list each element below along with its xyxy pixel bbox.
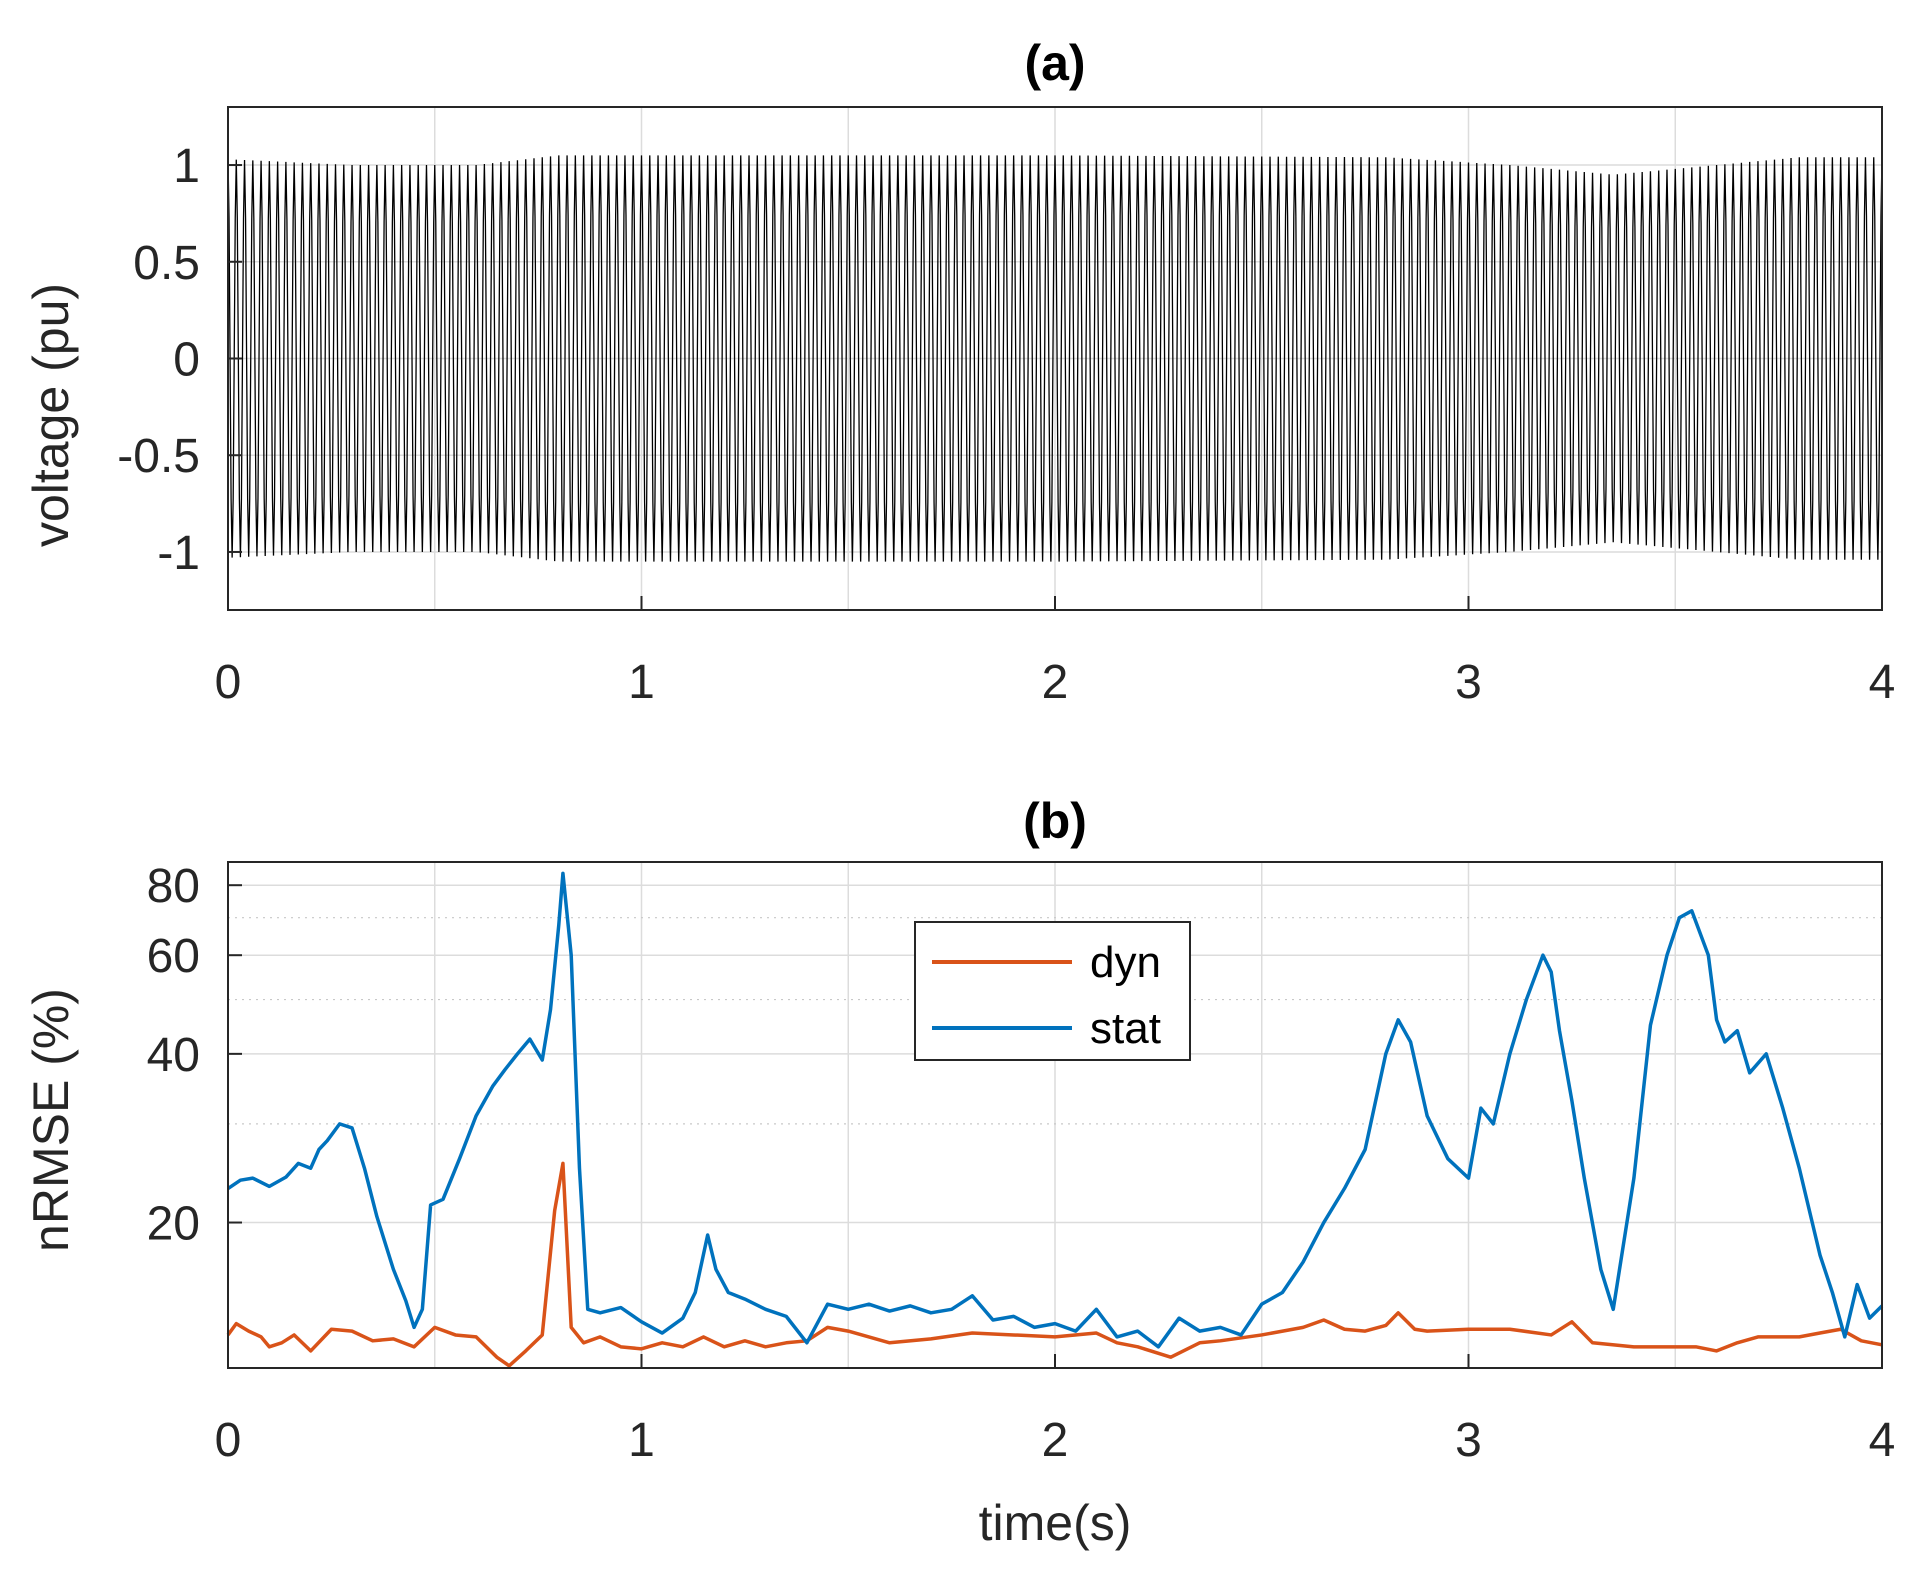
panel-b-y-tick-label: 80 [147, 860, 200, 913]
panel-b-series [226, 871, 1884, 1368]
panel-a-y-tick-label: -1 [157, 527, 200, 580]
panel-b-y-ticks: 20 40 60 80 [147, 860, 242, 1251]
panel-a-voltage-plot: (a) 0 1 2 3 4 1 0.5 0 -0.5 -1 voltage (pu) [23, 35, 1895, 709]
voltage-trace [227, 155, 1883, 562]
panel-b-y-tick-label: 40 [147, 1029, 200, 1082]
panel-b-y-axis-label: nRMSE (%) [23, 988, 79, 1252]
panel-a-y-tick-label: 0 [173, 334, 200, 387]
panel-a-x-tick-label: 3 [1455, 656, 1482, 709]
panel-b-y-tick-label: 60 [147, 930, 200, 983]
panel-b-x-tick-label: 1 [628, 1414, 655, 1467]
panel-a-x-tick-label: 2 [1042, 656, 1069, 709]
legend-dyn-label: dyn [1090, 938, 1161, 987]
panel-a-y-tick-label: 1 [173, 140, 200, 193]
series-line-stat [227, 871, 1884, 1349]
series-line-dyn [226, 1161, 1883, 1368]
panel-a-title: (a) [1024, 35, 1085, 91]
panel-b-legend: dyn stat [914, 921, 1191, 1061]
legend-stat-label: stat [1090, 1004, 1161, 1053]
panel-b-x-ticks: 0 1 2 3 4 [215, 1354, 1896, 1467]
panel-a-y-axis-label: voltage (pu) [23, 283, 79, 547]
panel-b-x-tick-label: 2 [1042, 1414, 1069, 1467]
panel-b-y-tick-label: 20 [147, 1198, 200, 1251]
panel-b-x-tick-label: 0 [215, 1414, 242, 1467]
panel-b-title: (b) [1023, 793, 1087, 849]
panel-a-x-tick-label: 4 [1869, 656, 1896, 709]
panel-a-x-tick-label: 0 [215, 656, 242, 709]
legend-box [914, 921, 1191, 1061]
panel-b-x-tick-label: 4 [1869, 1414, 1896, 1467]
panel-a-x-ticks: 0 1 2 3 4 [215, 596, 1896, 709]
panel-b-x-axis-label: time(s) [979, 1495, 1132, 1551]
panel-a-y-ticks: 1 0.5 0 -0.5 -1 [117, 140, 242, 580]
panel-b-nrmse-plot: (b) 0 1 2 3 4 20 40 60 80 nRMSE (%) time(s) dyn… [23, 793, 1895, 1551]
panel-a-x-tick-label: 1 [628, 656, 655, 709]
panel-a-voltage-waveform [227, 155, 1883, 562]
panel-a-y-tick-label: 0.5 [133, 237, 200, 290]
panel-b-x-tick-label: 3 [1455, 1414, 1482, 1467]
panel-a-y-tick-label: -0.5 [117, 430, 200, 483]
